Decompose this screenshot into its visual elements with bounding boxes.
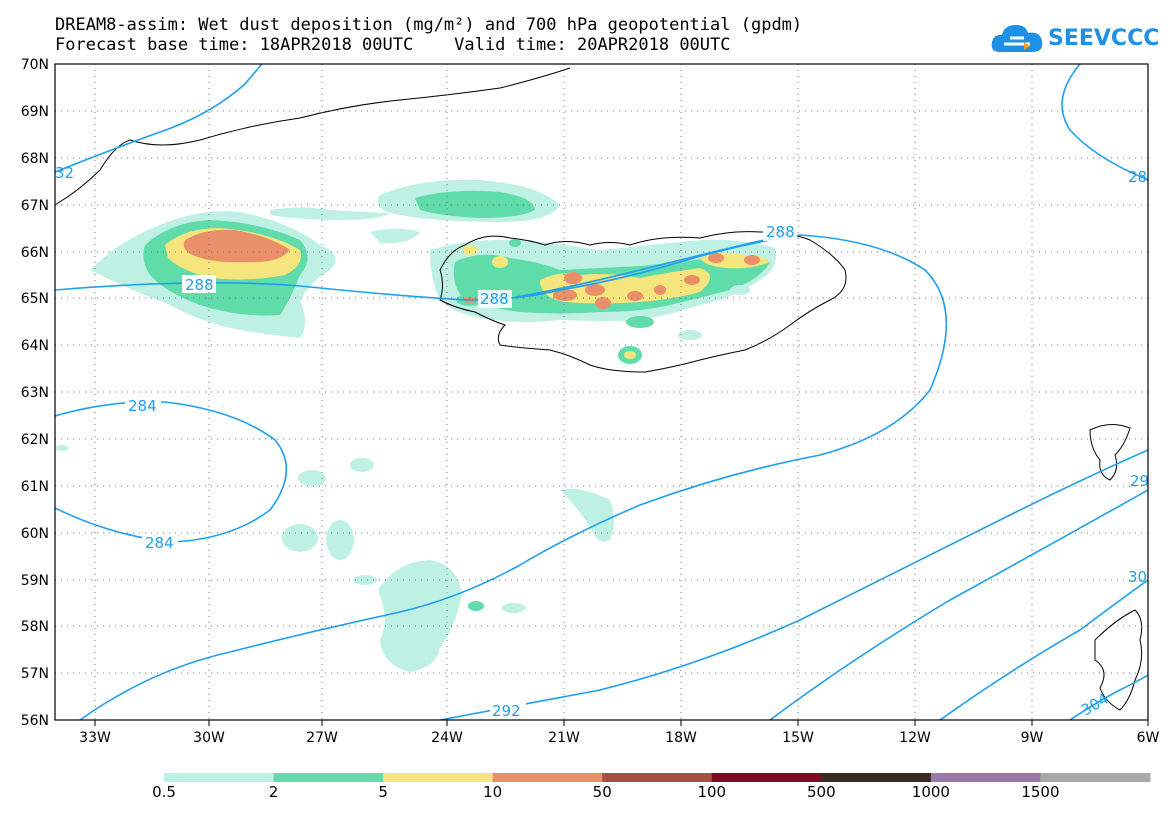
lat-label: 68N (21, 151, 49, 167)
colorbar-label: 0.5 (152, 783, 176, 801)
colorbar-label: 1500 (1021, 783, 1060, 801)
colorbar-swatch (1040, 773, 1151, 782)
lat-label: 58N (21, 619, 49, 635)
colorbar-swatch (492, 773, 603, 782)
colorbar-label: 5 (378, 783, 388, 801)
lat-label: 70N (21, 57, 49, 73)
lon-label: 9W (1021, 730, 1044, 746)
lon-label: 33W (79, 730, 111, 746)
map-plot-area: 288 288 288 284 284 292 28 29 30 304 32 (55, 64, 1149, 720)
contour-label-30: 30 (1128, 568, 1147, 586)
lat-label: 66N (21, 245, 49, 261)
contour-label-292: 292 (492, 702, 521, 720)
colorbar-label: 50 (592, 783, 612, 801)
lat-label: 60N (21, 526, 49, 542)
title-line-2: Forecast base time: 18APR2018 00UTC Vali… (55, 35, 731, 55)
colorbar-swatch (602, 773, 713, 782)
contour-labels: 288 288 288 284 284 292 28 29 30 304 32 (55, 164, 1149, 720)
contour-label-284-a: 284 (128, 397, 157, 415)
lon-label: 27W (306, 730, 338, 746)
coastlines (55, 67, 1143, 711)
colorbar-label: 2 (268, 783, 279, 801)
contour-label-29: 29 (1130, 472, 1149, 490)
colorbar-swatch (273, 773, 384, 782)
contour-label-284-b: 284 (145, 534, 174, 552)
contour-label-304: 304 (1078, 690, 1112, 720)
contour-label-28: 28 (1128, 168, 1147, 186)
lat-label: 61N (21, 479, 49, 495)
lat-label: 59N (21, 573, 49, 589)
contour-label-288-b: 288 (480, 290, 509, 308)
colorbar-swatch (930, 773, 1041, 782)
lon-label: 15W (782, 730, 814, 746)
latitude-labels: 70N 69N 68N 67N 66N 65N 64N 63N 62N 61N … (21, 57, 49, 729)
colorbar-swatch (711, 773, 822, 782)
contour-label-288-c: 288 (766, 223, 795, 241)
colorbar (164, 773, 1151, 782)
lon-label: 21W (548, 730, 580, 746)
lon-label: 24W (431, 730, 463, 746)
longitude-labels: 33W 30W 27W 24W 21W 18W 15W 12W 9W 6W (79, 730, 1159, 746)
colorbar-label: 500 (807, 783, 836, 801)
lon-label: 12W (899, 730, 931, 746)
axis-ticks (94, 720, 1149, 726)
lon-label: 6W (1137, 730, 1160, 746)
colorbar-swatch (383, 773, 494, 782)
dust-deposition-field (56, 179, 776, 672)
colorbar-label: 10 (483, 783, 503, 801)
lat-label: 65N (21, 291, 49, 307)
lat-label: 56N (21, 713, 49, 729)
lat-label: 64N (21, 338, 49, 354)
lat-label: 57N (21, 666, 49, 682)
colorbar-label: 100 (697, 783, 727, 801)
title-line-1: DREAM8-assim: Wet dust deposition (mg/m²… (55, 15, 803, 35)
lat-label: 67N (21, 198, 49, 214)
colorbar-swatch (821, 773, 932, 782)
logo-text: SEEVCCC (1048, 26, 1160, 51)
colorbar-swatch (164, 773, 275, 782)
seevccc-logo: SEEVCCC (990, 20, 1160, 58)
contour-label-288-a: 288 (185, 276, 214, 294)
contour-label-32: 32 (55, 164, 74, 182)
lon-label: 30W (193, 730, 225, 746)
lat-label: 69N (21, 104, 49, 120)
map-frame (54, 63, 1149, 721)
colorbar-label: 1000 (911, 783, 950, 801)
cloud-icon (991, 25, 1043, 52)
grid-lines (55, 64, 1148, 720)
lon-label: 18W (665, 730, 697, 746)
lat-label: 63N (21, 385, 49, 401)
lat-label: 62N (21, 432, 49, 448)
